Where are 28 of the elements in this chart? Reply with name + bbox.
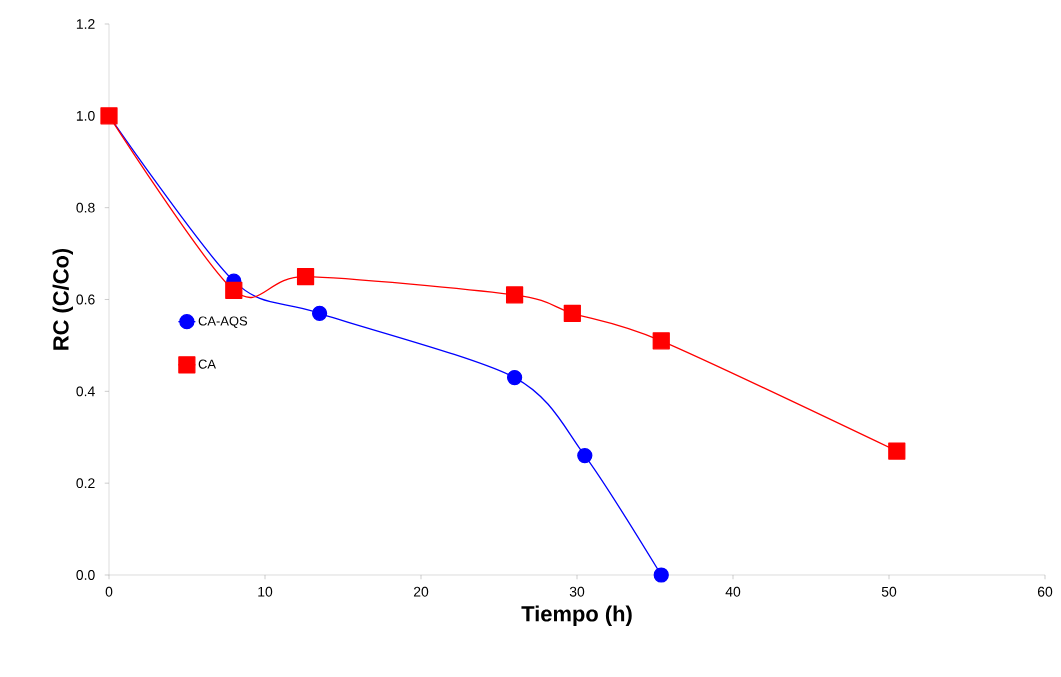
y-tick-label: 1.0 [76, 110, 95, 121]
y-tick-label: 0.6 [76, 294, 95, 305]
point [653, 567, 669, 583]
x-tick-label: 30 [569, 586, 585, 597]
y-tick-label: 0.8 [76, 202, 95, 213]
y-tick-label: 0.2 [76, 478, 95, 489]
y-tick-label: 0.4 [76, 386, 95, 397]
point [652, 332, 670, 350]
x-tick-label: 10 [258, 586, 273, 597]
point [577, 447, 593, 464]
legend-label: CA-AQS [198, 316, 248, 328]
point [311, 305, 328, 321]
point [506, 369, 523, 386]
point [225, 281, 243, 299]
y-tick-label: 0.0 [76, 570, 95, 580]
y-axis-title: RC (C/Co) [52, 248, 73, 350]
point [888, 442, 906, 460]
legend-label: CA [198, 359, 216, 369]
y-tick-label: 1.2 [76, 19, 95, 29]
x-tick-label: 0 [105, 586, 113, 597]
point [563, 304, 581, 322]
x-tick-label: 20 [413, 586, 429, 597]
x-tick-label: 50 [881, 586, 897, 597]
x-tick-label: 40 [725, 586, 741, 597]
point [505, 286, 524, 304]
point [296, 267, 315, 286]
x-tick-label: 60 [1037, 586, 1053, 597]
x-axis-title: Tiempo (h) [521, 605, 632, 626]
